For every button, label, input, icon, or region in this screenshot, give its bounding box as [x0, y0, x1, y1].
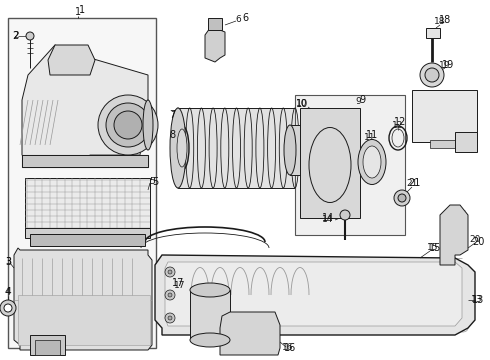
Polygon shape — [14, 248, 152, 350]
Text: 18: 18 — [434, 18, 446, 27]
Text: 21: 21 — [408, 178, 420, 188]
Text: 18: 18 — [439, 15, 451, 25]
Text: 3: 3 — [5, 257, 11, 266]
Bar — [178, 108, 295, 188]
Text: 16: 16 — [284, 343, 296, 353]
Text: 11: 11 — [364, 134, 376, 143]
Circle shape — [0, 300, 16, 316]
Text: 7: 7 — [169, 110, 175, 120]
Circle shape — [165, 290, 175, 300]
Ellipse shape — [177, 129, 187, 167]
Polygon shape — [165, 262, 462, 326]
Circle shape — [165, 267, 175, 277]
Circle shape — [394, 190, 410, 206]
Bar — [8, 18, 156, 348]
Circle shape — [4, 304, 12, 312]
Text: 7: 7 — [170, 111, 176, 120]
Text: 1: 1 — [75, 7, 81, 17]
Polygon shape — [220, 312, 280, 355]
Polygon shape — [205, 28, 225, 62]
Circle shape — [114, 111, 142, 139]
Text: 15: 15 — [429, 243, 441, 253]
Text: 21: 21 — [406, 180, 417, 189]
Bar — [30, 335, 65, 355]
Circle shape — [98, 95, 158, 155]
Ellipse shape — [175, 126, 189, 171]
Circle shape — [420, 63, 444, 87]
Text: 8: 8 — [170, 130, 176, 139]
Ellipse shape — [363, 146, 381, 178]
Ellipse shape — [284, 125, 296, 175]
Text: 13: 13 — [471, 296, 483, 305]
Text: 4: 4 — [5, 288, 11, 297]
Text: 6: 6 — [242, 13, 248, 23]
Text: 14: 14 — [322, 216, 334, 225]
Bar — [430, 140, 460, 148]
Ellipse shape — [190, 333, 230, 347]
Text: 9: 9 — [355, 98, 361, 107]
Text: 17: 17 — [174, 280, 186, 289]
Text: 17: 17 — [172, 278, 184, 288]
Bar — [290, 125, 320, 175]
Bar — [190, 290, 230, 340]
Polygon shape — [48, 45, 95, 75]
Text: 5: 5 — [149, 177, 155, 186]
Bar — [455, 132, 477, 152]
Ellipse shape — [170, 108, 186, 188]
Text: 20: 20 — [472, 237, 484, 247]
Text: 16: 16 — [282, 343, 294, 352]
Circle shape — [26, 32, 34, 40]
Circle shape — [168, 316, 172, 320]
Text: 8: 8 — [169, 130, 175, 140]
Circle shape — [165, 313, 175, 323]
Text: 11: 11 — [366, 130, 378, 140]
Polygon shape — [155, 255, 475, 335]
Bar — [25, 178, 150, 236]
Text: 6: 6 — [235, 15, 241, 24]
Circle shape — [425, 68, 439, 82]
Polygon shape — [22, 45, 148, 165]
Text: 2: 2 — [12, 31, 18, 41]
Text: 9: 9 — [359, 95, 365, 105]
Text: 10: 10 — [296, 99, 308, 108]
Text: 5: 5 — [152, 177, 158, 187]
Bar — [35, 340, 60, 355]
Bar — [300, 108, 360, 218]
Text: 19: 19 — [439, 60, 451, 69]
Text: 12: 12 — [392, 121, 404, 130]
Circle shape — [398, 194, 406, 202]
Text: 10: 10 — [296, 99, 308, 109]
Bar — [30, 234, 145, 246]
Text: 15: 15 — [427, 243, 439, 252]
Text: 4: 4 — [5, 287, 11, 297]
Bar — [208, 18, 222, 30]
Circle shape — [340, 210, 350, 220]
Polygon shape — [22, 155, 148, 167]
Circle shape — [106, 103, 150, 147]
Text: 12: 12 — [394, 117, 406, 127]
Circle shape — [168, 270, 172, 274]
Text: 13: 13 — [472, 295, 484, 305]
Bar — [426, 28, 440, 38]
Text: 2: 2 — [13, 31, 19, 40]
Bar — [25, 228, 150, 238]
Polygon shape — [440, 205, 468, 265]
Bar — [412, 90, 477, 142]
Text: 19: 19 — [442, 60, 454, 70]
Text: 20: 20 — [469, 235, 481, 244]
Bar — [18, 295, 150, 345]
Text: 3: 3 — [5, 257, 11, 267]
Ellipse shape — [190, 283, 230, 297]
Ellipse shape — [143, 100, 153, 150]
Bar — [295, 95, 405, 235]
Ellipse shape — [358, 139, 386, 184]
Text: 1: 1 — [79, 5, 85, 15]
Text: 14: 14 — [322, 213, 334, 223]
Circle shape — [168, 293, 172, 297]
